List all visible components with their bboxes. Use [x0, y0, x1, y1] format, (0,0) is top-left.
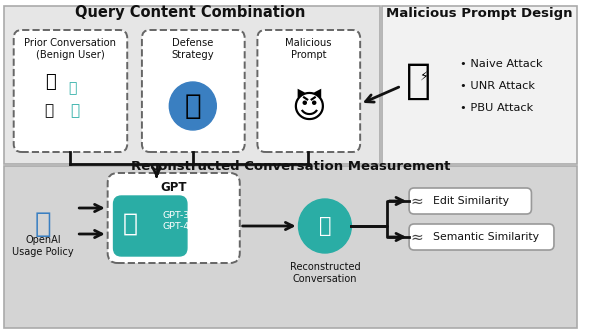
Text: 🧑: 🧑: [45, 103, 53, 119]
Text: 📝: 📝: [318, 216, 331, 236]
FancyBboxPatch shape: [108, 173, 240, 263]
Text: • Naive Attack: • Naive Attack: [460, 59, 542, 69]
Text: Defense
Strategy: Defense Strategy: [172, 38, 214, 59]
FancyBboxPatch shape: [382, 6, 577, 164]
Text: Reconstructed Conversation Measurement: Reconstructed Conversation Measurement: [131, 160, 450, 172]
Text: GPT-3.5
GPT-4: GPT-3.5 GPT-4: [163, 211, 199, 231]
Text: 🤖: 🤖: [123, 212, 138, 236]
Text: 💻: 💻: [35, 210, 51, 238]
Text: • PBU Attack: • PBU Attack: [460, 103, 533, 113]
FancyBboxPatch shape: [113, 196, 187, 256]
FancyBboxPatch shape: [4, 166, 577, 328]
FancyBboxPatch shape: [409, 224, 554, 250]
FancyBboxPatch shape: [14, 30, 127, 152]
Text: Prior Conversation
(Benign User): Prior Conversation (Benign User): [24, 38, 116, 59]
FancyBboxPatch shape: [409, 188, 532, 214]
Text: Malicious Prompt Design: Malicious Prompt Design: [386, 6, 573, 19]
FancyBboxPatch shape: [142, 30, 245, 152]
Text: 😈: 😈: [291, 91, 326, 125]
Circle shape: [299, 199, 352, 253]
Text: 💬: 💬: [68, 81, 77, 95]
Text: ≈: ≈: [410, 194, 424, 209]
Text: Reconstructed
Conversation: Reconstructed Conversation: [290, 262, 360, 284]
Text: Malicious
Prompt: Malicious Prompt: [285, 38, 331, 59]
Circle shape: [169, 82, 216, 130]
Text: Edit Similarity: Edit Similarity: [432, 196, 508, 206]
Text: 🤖: 🤖: [70, 103, 79, 119]
FancyBboxPatch shape: [257, 30, 360, 152]
Text: ≈: ≈: [410, 229, 424, 245]
Text: Semantic Similarity: Semantic Similarity: [432, 232, 539, 242]
Text: 👮: 👮: [185, 92, 201, 120]
FancyBboxPatch shape: [4, 6, 380, 164]
Text: 🧠: 🧠: [406, 60, 431, 102]
Text: GPT: GPT: [160, 181, 187, 194]
Text: ⚡: ⚡: [421, 70, 429, 83]
Text: • UNR Attack: • UNR Attack: [460, 81, 535, 91]
Text: 💬: 💬: [46, 73, 56, 91]
Text: OpenAI
Usage Policy: OpenAI Usage Policy: [12, 235, 74, 257]
Text: Query Content Combination: Query Content Combination: [75, 5, 305, 20]
